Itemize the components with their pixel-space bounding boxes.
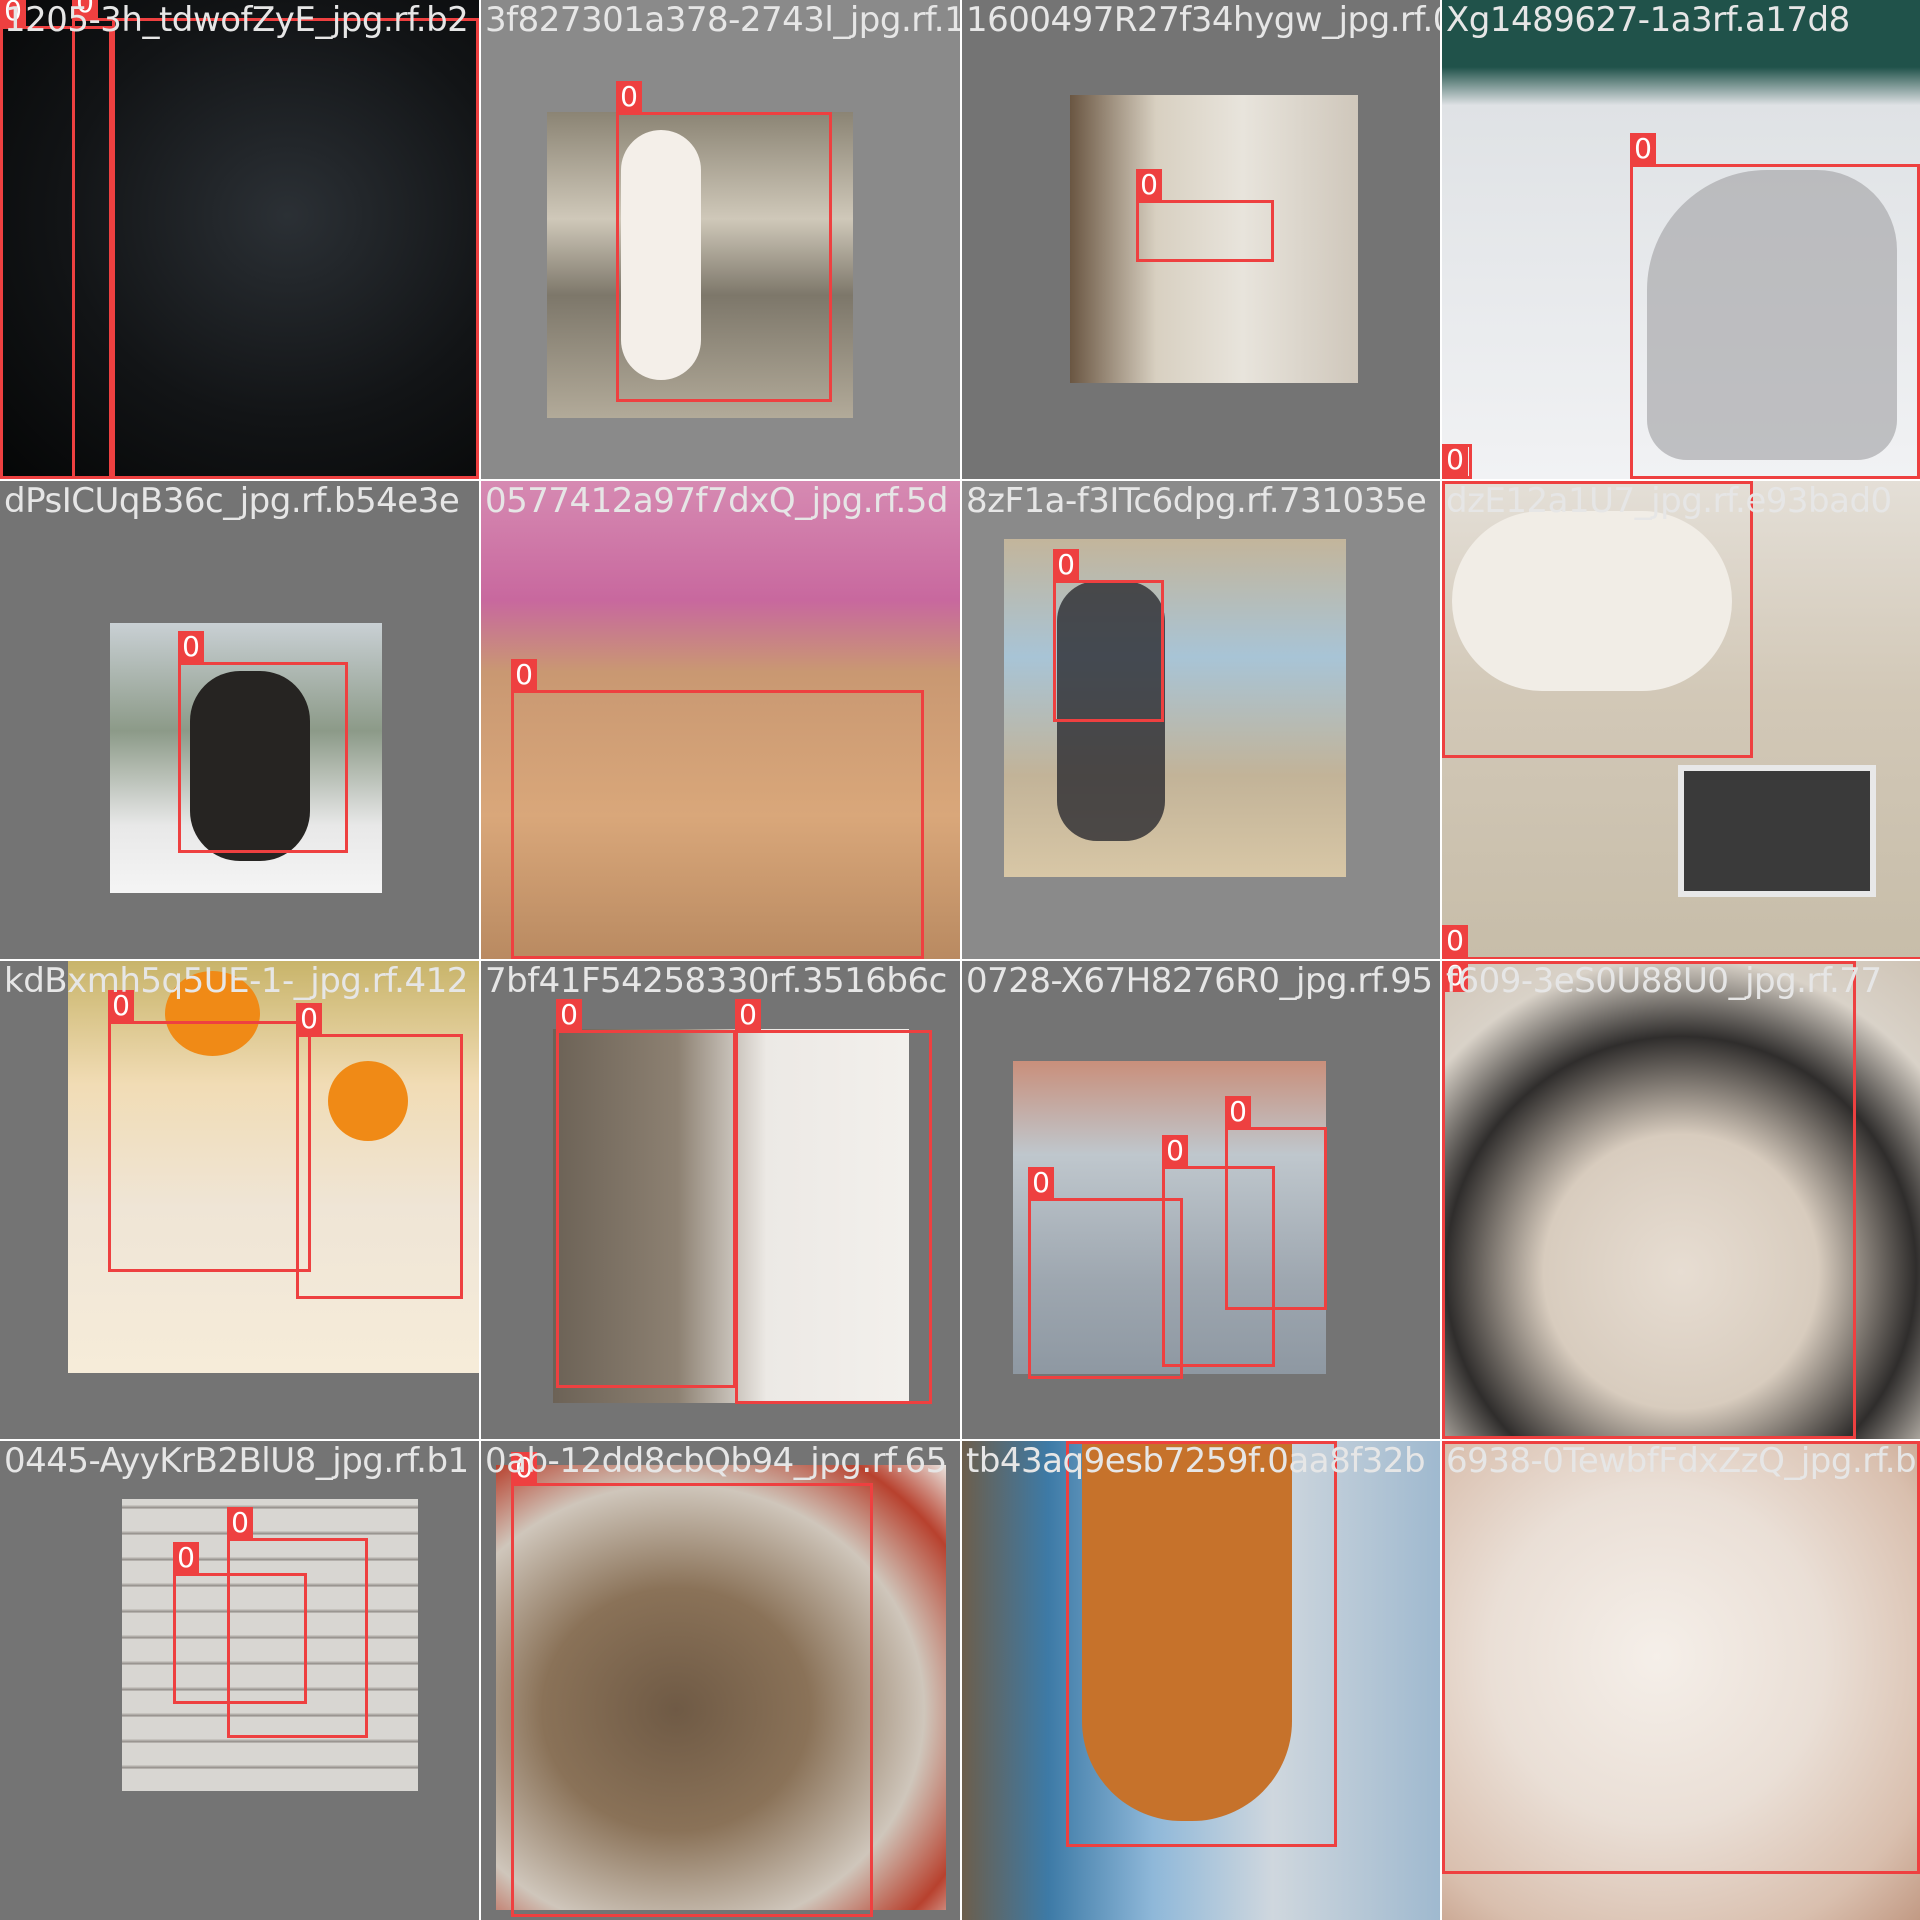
image-filename: 1600497R27f34hygw_jpg.rf.0: [966, 0, 1440, 40]
grid-divider: [0, 959, 1920, 961]
image-filename: dPsICUqB36c_jpg.rf.b54e3e: [4, 481, 459, 521]
tile-4: 0 0 Xg1489627-1a3rf.a17d8: [1442, 0, 1920, 479]
tile-2: 0 3f827301a378-2743l_jpg.rf.14: [481, 0, 960, 479]
class-label: 0: [178, 631, 204, 663]
image-filename: 0445-AyyKrB2BlU8_jpg.rf.b1: [4, 1441, 469, 1481]
detection-box: 0: [178, 662, 348, 853]
image-filename: dzE12a1U7_jpg.rf.e93bad0: [1446, 481, 1892, 521]
tile-3: 0 1600497R27f34hygw_jpg.rf.0: [962, 0, 1440, 479]
detection-box: 0: [556, 1030, 736, 1388]
detection-box: 0: [511, 690, 924, 959]
detection-box: 0: [1053, 580, 1164, 722]
grid-divider: [0, 1439, 1920, 1441]
tile-8: 0 dzE12a1U7_jpg.rf.e93bad0: [1442, 481, 1920, 959]
class-label: 0: [227, 1507, 253, 1539]
tile-5: 0 dPsICUqB36c_jpg.rf.b54e3e: [0, 481, 479, 959]
image-filename: 3f827301a378-2743l_jpg.rf.14: [485, 0, 960, 40]
class-label: 0: [1630, 133, 1656, 165]
detection-box: 0: [108, 1021, 311, 1272]
detection-box: 0: [1442, 961, 1856, 1439]
image-filename: Xg1489627-1a3rf.a17d8: [1446, 0, 1850, 40]
tile-10: 0 0 7bf41F54258330rf.3516b6c: [481, 961, 960, 1439]
class-label: 0: [296, 1003, 322, 1035]
class-label: 0: [735, 999, 761, 1031]
image-filename: 0ab-12dd8cbQb94_jpg.rf.65: [485, 1441, 947, 1481]
tile-9: 0 0 kdBxmh5q5UE-1-_jpg.rf.412: [0, 961, 479, 1439]
image-filename: 6938-0TewbfFdxZzQ_jpg.rf.b: [1446, 1441, 1916, 1481]
image-filename: 0728-X67H8276R0_jpg.rf.95: [966, 961, 1432, 1001]
detection-box: 0: [296, 1034, 463, 1299]
detection-box: 0: [1136, 200, 1274, 262]
class-label: 0: [1028, 1167, 1054, 1199]
detection-box: [1442, 481, 1753, 758]
image-filename: f609-3eS0U88U0_jpg.rf.77: [1446, 961, 1882, 1001]
detection-box: 0: [1442, 444, 1472, 479]
detection-box: 0: [1066, 1441, 1337, 1847]
image-filename: 1205-3h_tdwofZyE_jpg.rf.b2: [4, 0, 468, 40]
detection-box: [112, 18, 479, 479]
class-label: 0: [1136, 169, 1162, 201]
tile-15: 0 tb43aq9esb7259f.0aa8f32b: [962, 1441, 1440, 1920]
poster: [1678, 765, 1876, 897]
class-label: 0: [1162, 1135, 1188, 1167]
class-label: 0: [511, 659, 537, 691]
class-label: 0: [173, 1542, 199, 1574]
class-label: 0: [556, 999, 582, 1031]
detection-box: 0: [735, 1030, 932, 1404]
class-label: 0: [1442, 925, 1468, 957]
image-filename: 0577412a97f7dxQ_jpg.rf.5d: [485, 481, 948, 521]
image-filename: 7bf41F54258330rf.3516b6c: [485, 961, 947, 1001]
image-filename: tb43aq9esb7259f.0aa8f32b: [966, 1441, 1425, 1481]
class-label: 0: [1442, 444, 1468, 476]
image-filename: kdBxmh5q5UE-1-_jpg.rf.412: [4, 961, 468, 1001]
tile-13: 0 0 0445-AyyKrB2BlU8_jpg.rf.b1: [0, 1441, 479, 1920]
detection-box: 0: [1028, 1198, 1183, 1379]
tile-6: 0 0577412a97f7dxQ_jpg.rf.5d: [481, 481, 960, 959]
class-label: 0: [616, 81, 642, 113]
detection-box: 0: [1630, 164, 1920, 479]
tile-16: 6938-0TewbfFdxZzQ_jpg.rf.b: [1442, 1441, 1920, 1920]
grid-divider: [0, 479, 1920, 481]
image-filename: 8zF1a-f3ITc6dpg.rf.731035e: [966, 481, 1426, 521]
detection-box: 0: [1225, 1127, 1327, 1310]
class-label: 0: [1053, 549, 1079, 581]
tile-12: 0 f609-3eS0U88U0_jpg.rf.77: [1442, 961, 1920, 1439]
class-label: 0: [1225, 1096, 1251, 1128]
tile-1: 0 0 1205-3h_tdwofZyE_jpg.rf.b2: [0, 0, 479, 479]
detection-box: 0: [227, 1538, 368, 1738]
tile-7: 0 8zF1a-f3ITc6dpg.rf.731035e: [962, 481, 1440, 959]
detection-box: 0: [616, 112, 832, 402]
tile-14: 0 0ab-12dd8cbQb94_jpg.rf.65: [481, 1441, 960, 1920]
tile-11: 0 0 0 0728-X67H8276R0_jpg.rf.95: [962, 961, 1440, 1439]
detection-box: 0: [511, 1483, 873, 1917]
detection-box: [1442, 1441, 1920, 1874]
